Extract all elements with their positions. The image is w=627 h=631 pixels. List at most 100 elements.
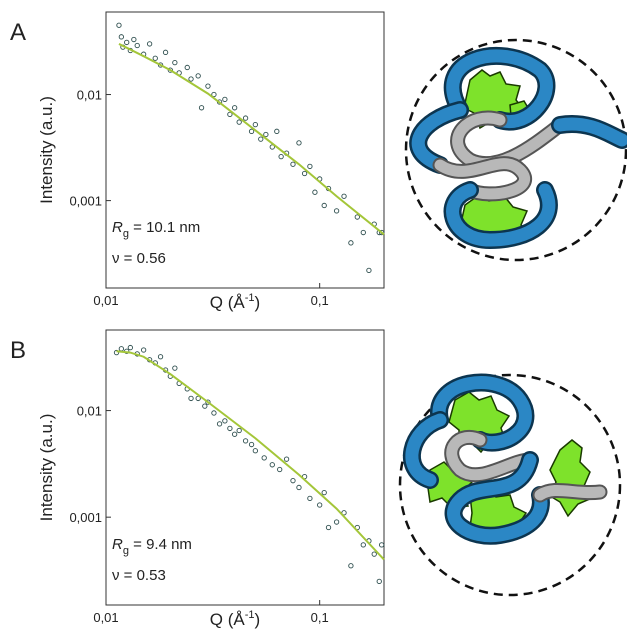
x-tick-label: 0,1 bbox=[311, 610, 329, 625]
data-point bbox=[317, 502, 323, 508]
data-point bbox=[278, 153, 284, 160]
data-point bbox=[236, 119, 242, 125]
rg-symbol: R bbox=[112, 536, 123, 553]
x-axis-label: Q (Å-1) bbox=[210, 292, 260, 312]
data-point bbox=[348, 563, 354, 569]
x-label-text: Q (Å bbox=[210, 610, 246, 629]
data-point bbox=[113, 349, 120, 356]
data-point bbox=[162, 49, 169, 55]
x-label-end: ) bbox=[255, 293, 261, 312]
y-tick-label: 0,001 bbox=[69, 194, 102, 209]
x-tick-label: 0,01 bbox=[93, 293, 118, 308]
data-point bbox=[146, 41, 153, 47]
data-point bbox=[205, 83, 211, 89]
rg-annotation: Rg = 9.4 nm bbox=[112, 536, 192, 557]
data-point bbox=[118, 34, 125, 40]
data-point bbox=[321, 202, 327, 209]
data-point bbox=[202, 403, 208, 409]
data-point bbox=[379, 229, 385, 236]
data-point bbox=[188, 395, 194, 402]
data-point bbox=[290, 161, 296, 167]
data-point bbox=[341, 510, 347, 516]
fit-line bbox=[118, 43, 385, 236]
data-point bbox=[231, 431, 238, 437]
data-point bbox=[248, 441, 255, 448]
data-point bbox=[379, 542, 385, 548]
data-point bbox=[325, 524, 332, 531]
panel-label: A bbox=[10, 19, 26, 46]
data-point bbox=[258, 136, 264, 142]
data-point bbox=[296, 140, 302, 146]
x-label-superscript: -1 bbox=[245, 292, 255, 304]
x-label-text: Q (Å bbox=[210, 293, 246, 312]
data-point bbox=[333, 519, 340, 525]
rg-subscript: g bbox=[123, 228, 129, 240]
data-point bbox=[195, 73, 201, 79]
x-label-superscript: -1 bbox=[245, 609, 255, 621]
data-point bbox=[252, 448, 259, 454]
data-point bbox=[301, 170, 308, 177]
data-point bbox=[348, 240, 354, 246]
data-point bbox=[157, 354, 164, 360]
data-point bbox=[269, 462, 275, 468]
y-tick-label: 0,01 bbox=[77, 404, 102, 419]
data-point bbox=[116, 22, 122, 28]
y-tick-label: 0,01 bbox=[77, 88, 102, 103]
data-point bbox=[371, 551, 377, 557]
data-point bbox=[307, 163, 313, 170]
plot: A 0,01 0,1 0,001 0,01 Q (Å-1) Intensity (a.u.)… bbox=[10, 11, 385, 312]
data-point bbox=[227, 425, 233, 432]
fit-line bbox=[116, 350, 385, 561]
dashed-boundary bbox=[398, 373, 622, 597]
dashed-boundary bbox=[404, 38, 627, 262]
data-point bbox=[172, 365, 178, 371]
data-point bbox=[167, 67, 173, 73]
data-point bbox=[118, 346, 125, 352]
data-point bbox=[296, 484, 302, 491]
data-point bbox=[376, 578, 382, 585]
data-point bbox=[333, 208, 340, 214]
data-point bbox=[269, 144, 275, 150]
schematic-a bbox=[404, 38, 627, 262]
chain bbox=[403, 373, 608, 545]
data-point bbox=[127, 344, 133, 351]
data-point bbox=[211, 410, 217, 416]
chain bbox=[409, 47, 627, 250]
data-point bbox=[242, 438, 249, 444]
data-point bbox=[263, 131, 269, 138]
data-point bbox=[205, 399, 211, 405]
y-tick-label: 0,001 bbox=[69, 510, 102, 525]
data-point bbox=[307, 495, 313, 502]
y-axis-label: Intensity (a.u.) bbox=[37, 414, 56, 522]
data-point bbox=[195, 395, 201, 402]
data-point bbox=[354, 214, 360, 220]
data-point bbox=[227, 111, 233, 118]
data-point bbox=[252, 122, 259, 128]
data-point bbox=[277, 466, 283, 473]
data-point bbox=[360, 229, 366, 236]
x-axis-label: Q (Å-1) bbox=[210, 609, 260, 629]
data-point bbox=[198, 105, 205, 111]
plot-frame bbox=[105, 329, 385, 606]
data-point bbox=[242, 115, 249, 121]
rg-subscript: g bbox=[123, 545, 129, 557]
data-point bbox=[222, 96, 228, 103]
data-point bbox=[134, 42, 140, 49]
data-point bbox=[188, 76, 194, 82]
data-point bbox=[211, 91, 217, 98]
data-point bbox=[283, 456, 290, 462]
plot: B 0,01 0,1 0,001 0,01 Q (Å-1) Intensity (a.u.)… bbox=[10, 329, 385, 629]
data-point bbox=[321, 489, 327, 496]
data-point bbox=[341, 193, 347, 199]
x-tick-label: 0,1 bbox=[311, 293, 329, 308]
data-point bbox=[236, 427, 242, 434]
data-point bbox=[184, 64, 190, 71]
data-point bbox=[124, 39, 130, 46]
rg-symbol: R bbox=[112, 219, 123, 236]
data-point bbox=[152, 55, 158, 61]
data-point bbox=[248, 128, 255, 134]
data-point bbox=[222, 418, 228, 424]
data-point bbox=[216, 421, 223, 427]
data-point bbox=[312, 189, 318, 195]
